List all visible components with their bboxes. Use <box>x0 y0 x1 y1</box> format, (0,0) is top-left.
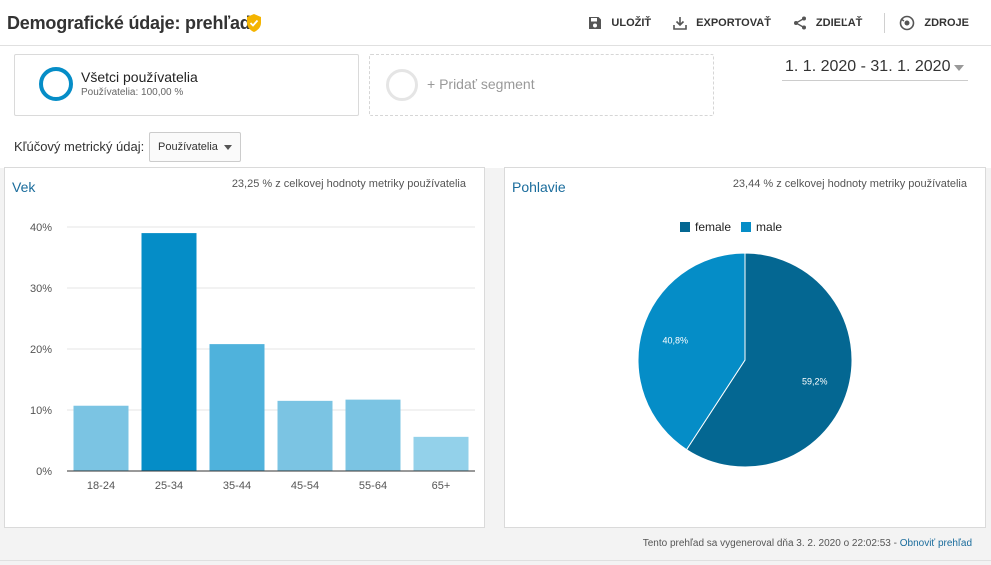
gender-panel: Pohlavie 23,44 % z celkovej hodnoty metr… <box>504 167 986 528</box>
pie-slice-label: 40,8% <box>662 335 688 345</box>
x-tick-label: 45-54 <box>291 480 319 492</box>
segment-color-ring <box>39 67 73 101</box>
verified-badge-icon <box>247 14 261 32</box>
age-panel: Vek 23,25 % z celkovej hodnoty metriky p… <box>4 167 485 528</box>
metric-select[interactable]: Používatelia <box>149 132 241 162</box>
y-tick-label: 10% <box>30 405 52 417</box>
metric-select-value: Používatelia <box>158 141 218 153</box>
pie-slice-male[interactable] <box>637 252 746 451</box>
export-label: EXPORTOVAŤ <box>696 17 771 29</box>
y-tick-label: 40% <box>30 222 52 234</box>
gender-legend: female male <box>680 220 792 234</box>
legend-item-male[interactable]: male <box>741 220 782 234</box>
legend-swatch <box>680 222 690 232</box>
age-panel-title: Vek <box>12 179 36 195</box>
add-segment-button[interactable]: + Pridať segment <box>369 54 714 116</box>
footer-divider <box>0 560 991 561</box>
sources-label: ZDROJE <box>924 17 969 29</box>
bar-55-64[interactable] <box>345 399 401 471</box>
bar-25-34[interactable] <box>141 233 197 471</box>
x-tick-label: 25-34 <box>155 480 183 492</box>
chevron-down-icon <box>954 65 964 71</box>
segment-name: Všetci používatelia <box>81 69 198 85</box>
segment-all-users[interactable]: Všetci používatelia Používatelia: 100,00… <box>14 54 359 116</box>
legend-item-female[interactable]: female <box>680 220 731 234</box>
gender-panel-note: 23,44 % z celkovej hodnoty metriky použí… <box>732 178 967 190</box>
segment-subtitle: Používatelia: 100,00 % <box>81 87 184 98</box>
save-button[interactable]: ULOŽIŤ <box>588 16 651 30</box>
share-label: ZDIEĽAŤ <box>815 17 863 29</box>
age-panel-note: 23,25 % z celkovej hodnoty metriky použí… <box>231 178 466 190</box>
bar-18-24[interactable] <box>73 405 129 471</box>
download-icon <box>673 17 687 30</box>
pie-slice-label: 59,2% <box>802 377 828 387</box>
footer-text: Tento prehľad sa vygeneroval dňa 3. 2. 2… <box>643 538 972 549</box>
save-label: ULOŽIŤ <box>611 17 652 29</box>
dropdown-caret-icon <box>224 145 232 150</box>
gender-panel-title: Pohlavie <box>512 179 566 195</box>
refresh-report-link[interactable]: Obnoviť prehľad <box>899 538 972 549</box>
add-segment-label: + Pridať segment <box>427 76 535 92</box>
sources-button[interactable]: ZDROJE <box>899 15 969 31</box>
share-button[interactable]: ZDIEĽAŤ <box>793 16 862 30</box>
legend-label: male <box>756 220 783 234</box>
x-tick-label: 55-64 <box>359 480 387 492</box>
report-footer: Tento prehľad sa vygeneroval dňa 3. 2. 2… <box>0 528 991 565</box>
export-button[interactable]: EXPORTOVAŤ <box>673 16 771 30</box>
age-bar-chart: 0% 10% 20% 30% 40% 18-24 25-34 35-44 45-54 55-64 6… <box>30 222 475 492</box>
bar-65+[interactable] <box>413 436 469 471</box>
x-tick-label: 35-44 <box>223 480 251 492</box>
date-range-picker[interactable]: 1. 1. 2020 - 31. 1. 2020 <box>782 55 968 81</box>
gender-pie-chart: 59,2% 40,8% <box>637 252 853 468</box>
bar-35-44[interactable] <box>209 344 265 471</box>
bar-45-54[interactable] <box>277 400 333 471</box>
page-title: Demografické údaje: prehľad <box>7 13 251 33</box>
header-actions: ULOŽIŤ EXPORTOVAŤ ZDIEĽAŤ <box>588 0 991 46</box>
metric-label: Kľúčový metrický údaj: <box>14 139 145 154</box>
legend-label: female <box>695 220 732 234</box>
segment-bar: Všetci používatelia Používatelia: 100,00… <box>0 46 991 168</box>
share-icon <box>793 16 806 30</box>
x-tick-label: 65+ <box>432 480 451 492</box>
save-icon <box>589 17 602 29</box>
empty-segment-ring <box>386 69 418 101</box>
x-tick-label: 18-24 <box>87 480 115 492</box>
actions-divider <box>884 13 886 33</box>
legend-swatch <box>741 222 752 232</box>
date-range-text: 1. 1. 2020 - 31. 1. 2020 <box>785 58 951 75</box>
pie-slice-female[interactable] <box>685 252 853 468</box>
y-tick-label: 30% <box>30 283 52 295</box>
y-tick-label: 0% <box>36 466 52 478</box>
generated-note: Tento prehľad sa vygeneroval dňa 3. 2. 2… <box>642 538 900 549</box>
y-tick-label: 20% <box>30 344 52 356</box>
insights-icon <box>900 15 915 31</box>
report-header: Demografické údaje: prehľad ULOŽIŤ EXPOR… <box>0 0 991 46</box>
